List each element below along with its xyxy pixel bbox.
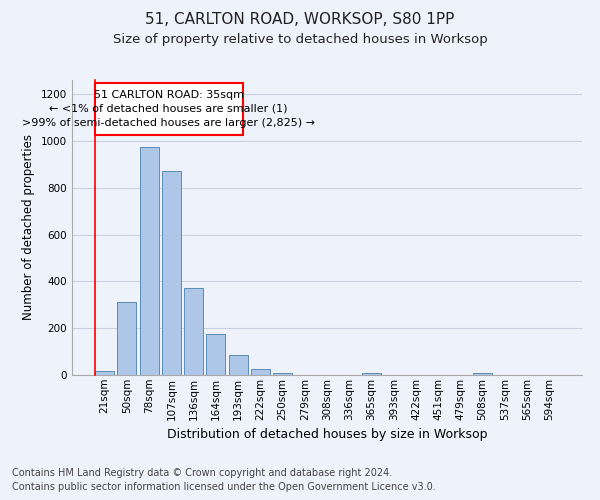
Bar	[229, 355, 248, 375]
Bar	[184, 288, 203, 375]
X-axis label: Distribution of detached houses by size in Worksop: Distribution of detached houses by size …	[167, 428, 487, 441]
Text: 51, CARLTON ROAD, WORKSOP, S80 1PP: 51, CARLTON ROAD, WORKSOP, S80 1PP	[145, 12, 455, 28]
Bar	[118, 302, 136, 375]
Text: Contains HM Land Registry data © Crown copyright and database right 2024.: Contains HM Land Registry data © Crown c…	[12, 468, 392, 477]
Bar	[251, 369, 270, 375]
Bar	[273, 372, 292, 375]
Bar	[206, 334, 225, 375]
Bar	[162, 172, 181, 375]
Bar	[140, 146, 158, 375]
Bar	[362, 372, 381, 375]
Text: 51 CARLTON ROAD: 35sqm
← <1% of detached houses are smaller (1)
>99% of semi-det: 51 CARLTON ROAD: 35sqm ← <1% of detached…	[22, 90, 315, 128]
FancyBboxPatch shape	[95, 83, 242, 135]
Bar	[473, 372, 492, 375]
Y-axis label: Number of detached properties: Number of detached properties	[22, 134, 35, 320]
Text: Contains public sector information licensed under the Open Government Licence v3: Contains public sector information licen…	[12, 482, 436, 492]
Text: Size of property relative to detached houses in Worksop: Size of property relative to detached ho…	[113, 32, 487, 46]
Bar	[95, 372, 114, 375]
